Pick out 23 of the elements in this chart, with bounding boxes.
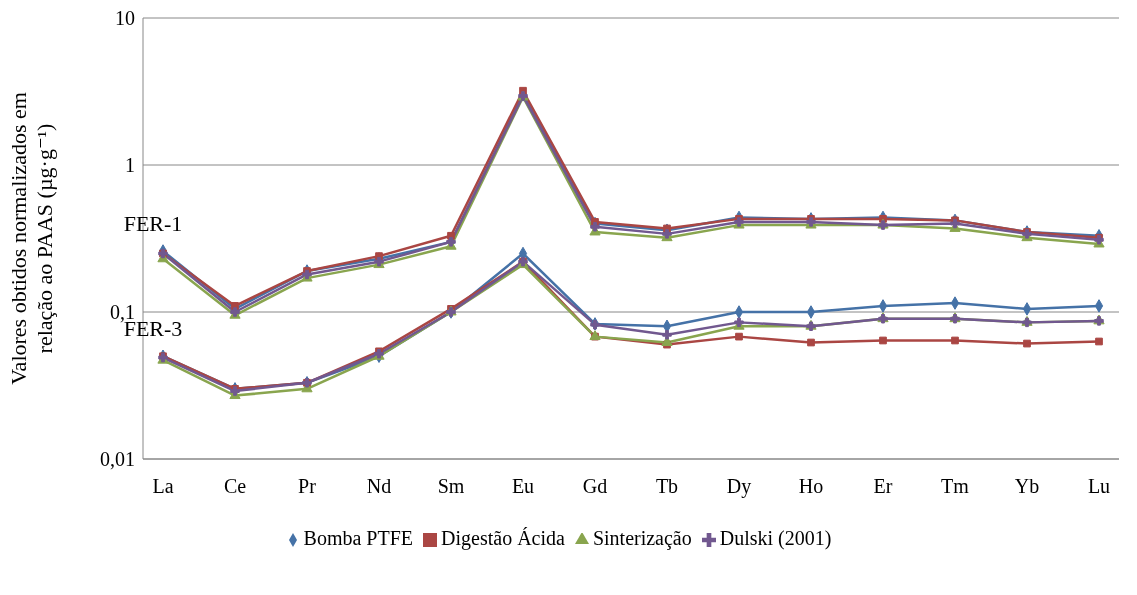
x-tick-label: Ce bbox=[223, 475, 247, 498]
x-tick-label: Dy bbox=[726, 475, 752, 499]
x-tick-label: La bbox=[152, 475, 174, 498]
x-tick-label: Eu bbox=[511, 475, 535, 498]
annotation: FER-1 bbox=[123, 210, 183, 236]
x-tick-label: Gd bbox=[582, 475, 608, 498]
x-tick-label: Pr bbox=[298, 475, 317, 498]
x-tick-label: Nd bbox=[366, 475, 392, 498]
x-tick-label: Tb bbox=[655, 475, 679, 498]
legend-label: Bomba PTFE bbox=[303, 527, 414, 549]
x-tick-label: Ho bbox=[798, 475, 824, 498]
x-tick-label: Yb bbox=[1014, 475, 1040, 498]
x-tick-label: Lu bbox=[1087, 475, 1111, 498]
legend-label: Dulski (2001) bbox=[719, 527, 832, 549]
y-tick-label: 0,01 bbox=[100, 448, 135, 471]
y-tick-label: 10 bbox=[115, 7, 135, 30]
x-tick-label: Er bbox=[873, 475, 893, 498]
x-tick-label: Tm bbox=[941, 475, 970, 498]
y-tick-label: 1 bbox=[125, 154, 135, 177]
legend-label: Sinterização bbox=[592, 527, 692, 549]
y-axis-title: Valores obtidos normalizados em relação ao PAAS (µg·g⁻¹) bbox=[6, 92, 57, 385]
legend-label: Digestão Ácida bbox=[441, 527, 565, 549]
x-tick-label: Sm bbox=[437, 475, 465, 498]
